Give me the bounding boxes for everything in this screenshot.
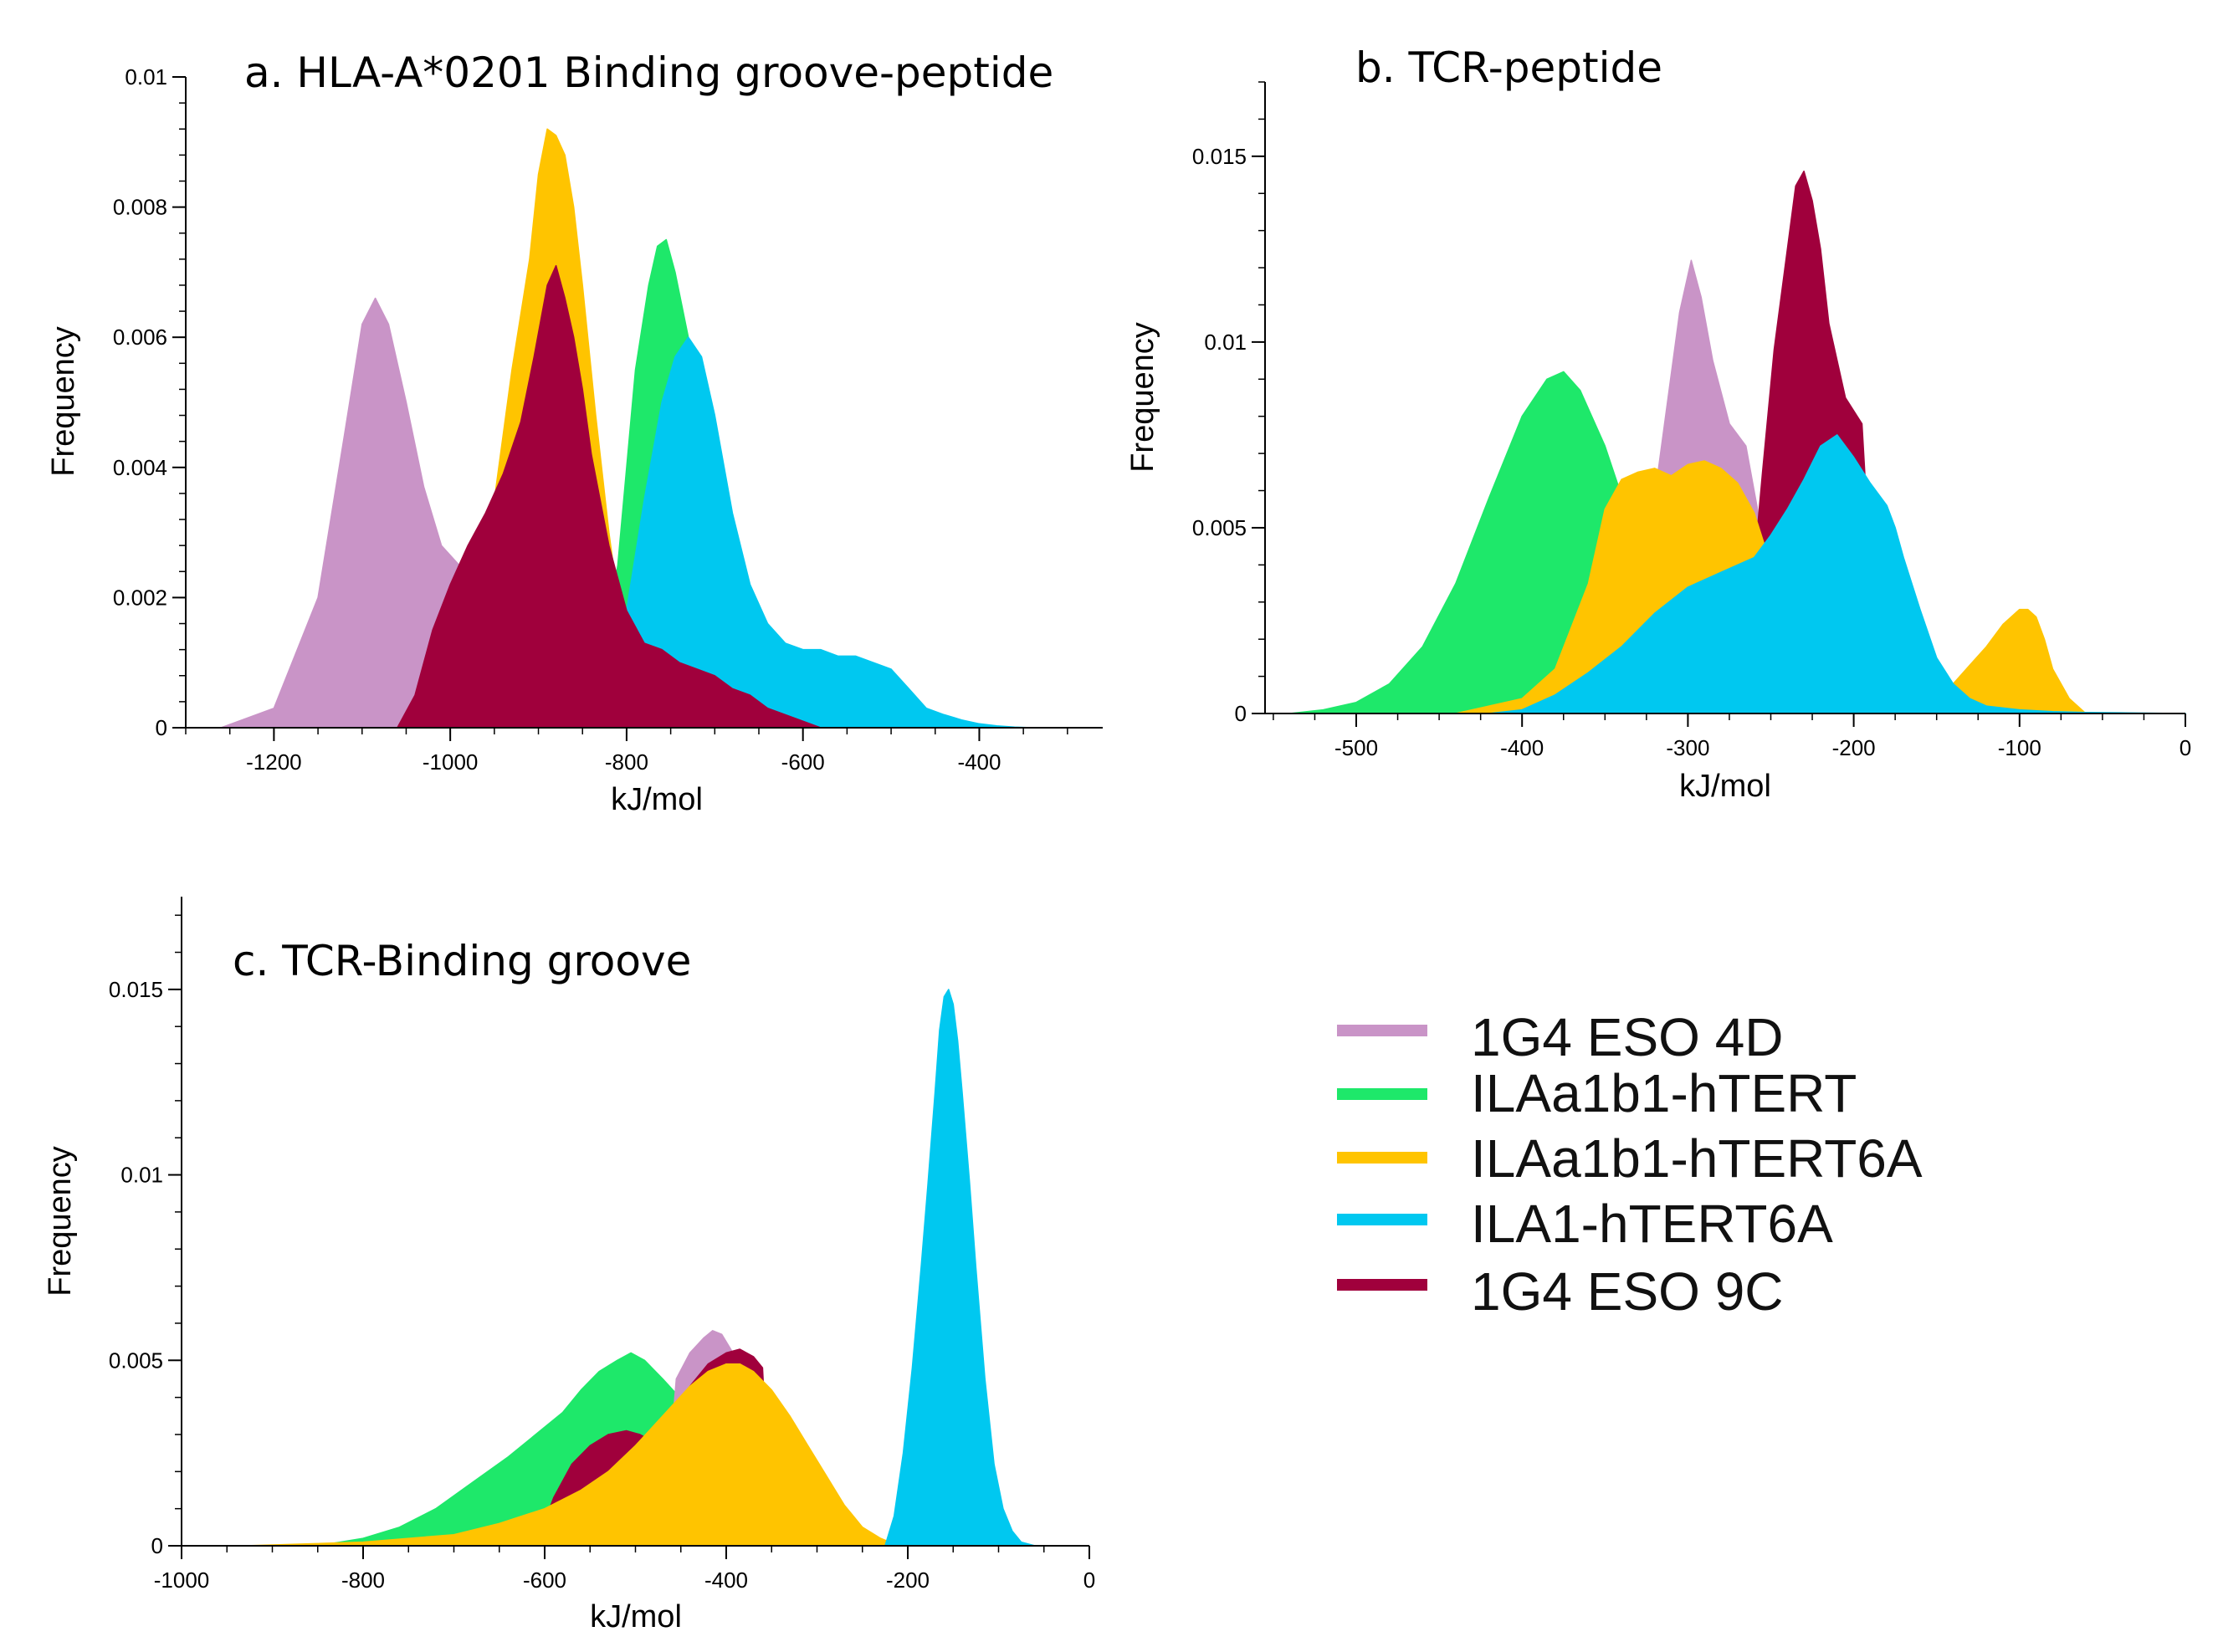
y-tick-label-a: 0.004	[113, 455, 167, 480]
y-tick-label-b: 0.015	[1192, 144, 1247, 169]
legend-item-eso9c: 1G4 ESO 9C	[1337, 1261, 1784, 1322]
x-tick-label-c: -600	[523, 1568, 566, 1593]
x-axis-label-c: kJ/mol	[590, 1599, 682, 1634]
legend-label-hTERT6A: ILAa1b1-hTERT6A	[1471, 1128, 1923, 1189]
series-group-b	[1288, 170, 2186, 714]
y-tick-label-a: 0.006	[113, 325, 167, 350]
series-c-hTERT6A	[244, 1363, 909, 1547]
y-tick-label-a: 0.008	[113, 195, 167, 220]
x-tick-label-a: -1000	[423, 749, 479, 775]
series-group-c	[244, 989, 1036, 1547]
series-a-eso9c	[397, 264, 822, 729]
x-tick-label-c: -200	[886, 1568, 930, 1593]
series-c-ila1	[884, 989, 1036, 1547]
legend-label-eso4d: 1G4 ESO 4D	[1471, 1007, 1784, 1067]
panel-a: a. HLA-A*0201 Binding groove-peptide 0 0.…	[46, 49, 1103, 817]
x-tick-label-a: -400	[957, 749, 1001, 775]
y-tick-label-a: 0.002	[113, 585, 167, 610]
x-tick-label-a: -800	[605, 749, 648, 775]
panel-a-title: a. HLA-A*0201 Binding groove-peptide	[244, 49, 1053, 97]
panel-c: c. TCR-Binding groove 0 0.005 0.01 0.015 -10…	[43, 897, 1095, 1634]
x-tick-label-c: 0	[1083, 1568, 1095, 1593]
legend-label-ila1: ILA1-hTERT6A	[1471, 1194, 1833, 1254]
y-tick-label-b: 0	[1235, 701, 1247, 726]
x-tick-label-b: -100	[1998, 735, 2041, 760]
x-tick-label-a: -600	[781, 749, 825, 775]
y-tick-label-c: 0.01	[120, 1163, 163, 1188]
x-tick-label-b: 0	[2180, 735, 2191, 760]
axes-b: 0 0.005 0.01 0.015 -500 -400 -300 -200 -100 0 kJ/m…	[1125, 81, 2191, 804]
x-tick-label-c: -1000	[154, 1568, 210, 1593]
y-tick-label-c: 0	[151, 1533, 163, 1558]
panel-b-title: b. TCR-peptide	[1355, 43, 1662, 92]
legend-item-eso4d: 1G4 ESO 4D	[1337, 1007, 1784, 1067]
y-axis-label-a: Frequency	[46, 326, 81, 477]
series-a-ila1	[599, 336, 1033, 729]
legend-item-hTERT6A: ILAa1b1-hTERT6A	[1337, 1128, 1923, 1189]
legend-label-hTERT: ILAa1b1-hTERT	[1471, 1063, 1857, 1123]
x-tick-label-c: -800	[341, 1568, 385, 1593]
x-tick-label-a: -1200	[246, 749, 302, 775]
legend: 1G4 ESO 4D ILAa1b1-hTERT ILAa1b1-hTERT6A…	[1337, 1007, 1923, 1322]
panel-c-title: c. TCR-Binding groove	[233, 937, 691, 985]
x-tick-label-b: -300	[1666, 735, 1709, 760]
x-tick-label-b: -400	[1500, 735, 1544, 760]
legend-label-eso9c: 1G4 ESO 9C	[1471, 1261, 1784, 1322]
x-axis-label-a: kJ/mol	[611, 782, 703, 817]
y-tick-label-c: 0.005	[109, 1348, 163, 1373]
x-tick-label-b: -500	[1334, 735, 1378, 760]
y-tick-label-a: 0	[156, 715, 167, 740]
panel-b: b. TCR-peptide 0 0.005 0.01 0.015 -500 -400 -3…	[1125, 43, 2191, 804]
legend-item-ila1: ILA1-hTERT6A	[1337, 1194, 1833, 1254]
axes-c: 0 0.005 0.01 0.015 -1000 -800 -600 -400 -200 0 kJ/…	[43, 897, 1095, 1634]
x-axis-label-b: kJ/mol	[1679, 769, 1771, 804]
y-tick-label-a: 0.01	[125, 64, 167, 90]
y-axis-label-c: Frequency	[43, 1146, 78, 1297]
series-b-ila1	[1488, 434, 2186, 714]
y-tick-label-c: 0.015	[109, 977, 163, 1002]
axes-a: 0 0.002 0.004 0.006 0.008 0.01 -1200 -1000 -800 -…	[46, 64, 1103, 817]
y-tick-label-b: 0.01	[1204, 330, 1247, 355]
y-tick-label-b: 0.005	[1192, 515, 1247, 540]
legend-item-hTERT: ILAa1b1-hTERT	[1337, 1063, 1857, 1123]
x-tick-label-c: -400	[704, 1568, 748, 1593]
series-group-a	[220, 128, 1033, 729]
x-tick-label-b: -200	[1832, 735, 1876, 760]
y-axis-label-b: Frequency	[1125, 322, 1160, 473]
